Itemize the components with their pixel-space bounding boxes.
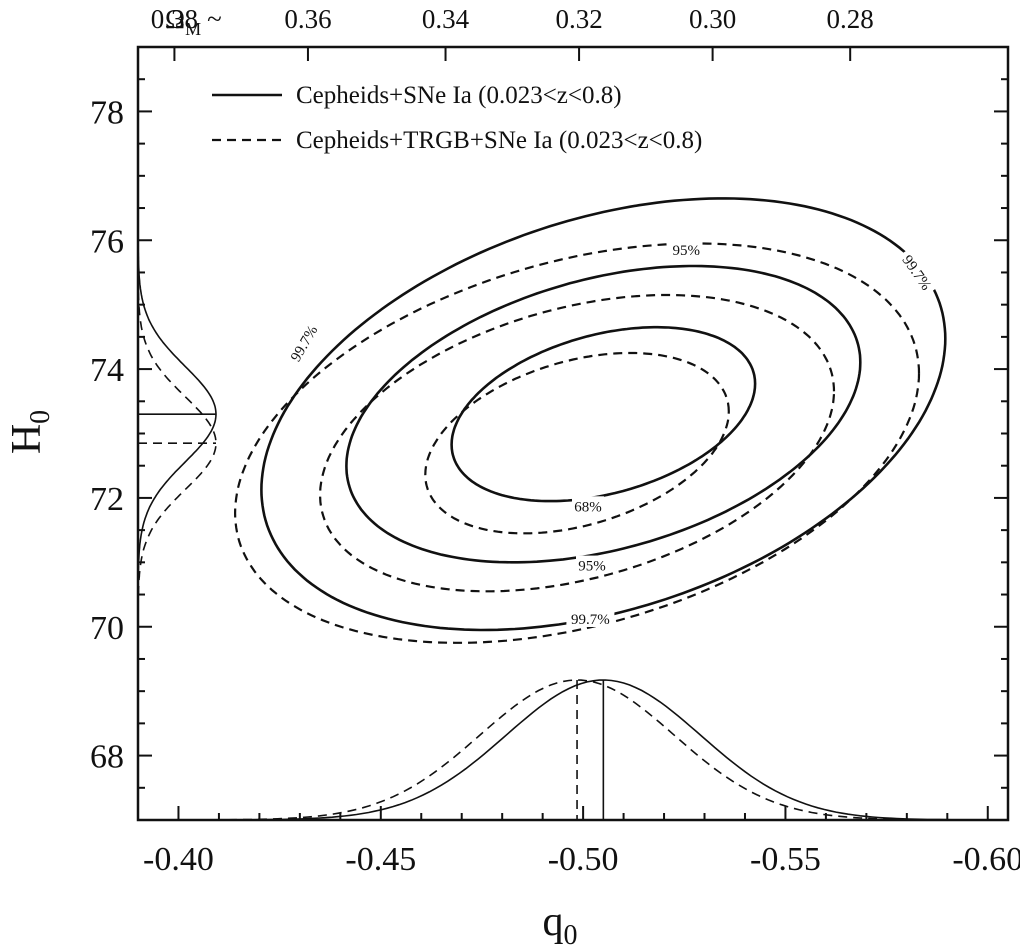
contour-label-group: 99.7% bbox=[283, 317, 323, 369]
contour-68pct-dashed bbox=[424, 351, 730, 535]
x-tick-label: -0.40 bbox=[143, 841, 214, 878]
contour-label-bg bbox=[670, 239, 703, 258]
top-axis-label: ΩM ~ bbox=[165, 4, 222, 39]
legend-label: Cepheids+SNe Ia (0.023<z<0.8) bbox=[296, 82, 622, 109]
contour-label-bg bbox=[566, 609, 615, 627]
top-tick-label: 0.38 bbox=[151, 4, 198, 34]
contour-label-group: 95% bbox=[670, 239, 703, 259]
contour-label-bg bbox=[576, 555, 608, 574]
contour-curves bbox=[137, 48, 1006, 821]
y-axis-label: H0 bbox=[4, 410, 56, 454]
contour-95pct-solid bbox=[345, 264, 862, 564]
axis-ticks bbox=[137, 47, 1008, 820]
contour-68pct-solid bbox=[450, 325, 757, 503]
y-tick-label: 68 bbox=[90, 739, 124, 776]
top-tick-label: 0.30 bbox=[689, 4, 736, 34]
contour-label-bg bbox=[283, 317, 323, 369]
x-tick-label: -0.55 bbox=[750, 841, 821, 878]
y-tick-label: 70 bbox=[90, 610, 124, 647]
marginal-q0-solid bbox=[138, 679, 1006, 821]
y-tick-label: 72 bbox=[90, 481, 124, 518]
top-tick-label: 0.28 bbox=[827, 4, 874, 34]
contour-label-bg bbox=[572, 496, 604, 515]
marginal-h0-solid bbox=[137, 48, 217, 820]
y-tick-label: 78 bbox=[90, 94, 124, 131]
top-tick-label: 0.32 bbox=[555, 4, 602, 34]
contour-label-group: 68% bbox=[572, 496, 604, 515]
marginal-q0-dashed bbox=[138, 679, 1006, 821]
contour-label-group: 99.7% bbox=[896, 247, 939, 297]
marginal-h0-dashed bbox=[137, 48, 217, 820]
x-tick-label: -0.60 bbox=[952, 841, 1020, 878]
legend-label: Cepheids+TRGB+SNe Ia (0.023<z<0.8) bbox=[296, 127, 702, 154]
top-tick-label: 0.34 bbox=[422, 4, 470, 34]
contour-label: 95% bbox=[673, 243, 701, 259]
y-tick-label: 74 bbox=[90, 352, 124, 389]
contour-label-group: 99.7% bbox=[566, 609, 615, 628]
y-tick-label: 76 bbox=[90, 223, 124, 260]
contour-label: 68% bbox=[574, 499, 602, 515]
contour-label-bg bbox=[896, 247, 939, 297]
contour-label: 95% bbox=[578, 559, 606, 575]
x-tick-label: -0.45 bbox=[345, 841, 416, 878]
contour-95pct-dashed bbox=[318, 293, 836, 593]
x-axis-label: q0 bbox=[543, 899, 578, 950]
plot-frame bbox=[136, 45, 1010, 822]
x-tick-label: -0.50 bbox=[548, 841, 619, 878]
contour-labels: 99.7% 95% 99.7% 68% 95% 99.7% bbox=[283, 239, 939, 628]
contour-99-7pct-dashed bbox=[233, 242, 921, 644]
axis-labels: -0.40 -0.45 -0.50 -0.55 -0.60 68 70 72 74 76 78 0.3… bbox=[4, 4, 1020, 950]
contour-label-group: 95% bbox=[576, 555, 608, 575]
contour-99-7pct-solid bbox=[260, 197, 947, 632]
legend: Cepheids+SNe Ia (0.023<z<0.8) Cepheids+TR… bbox=[212, 82, 702, 154]
contour-label: 99.7% bbox=[571, 612, 610, 628]
top-tick-label: 0.36 bbox=[284, 4, 331, 34]
